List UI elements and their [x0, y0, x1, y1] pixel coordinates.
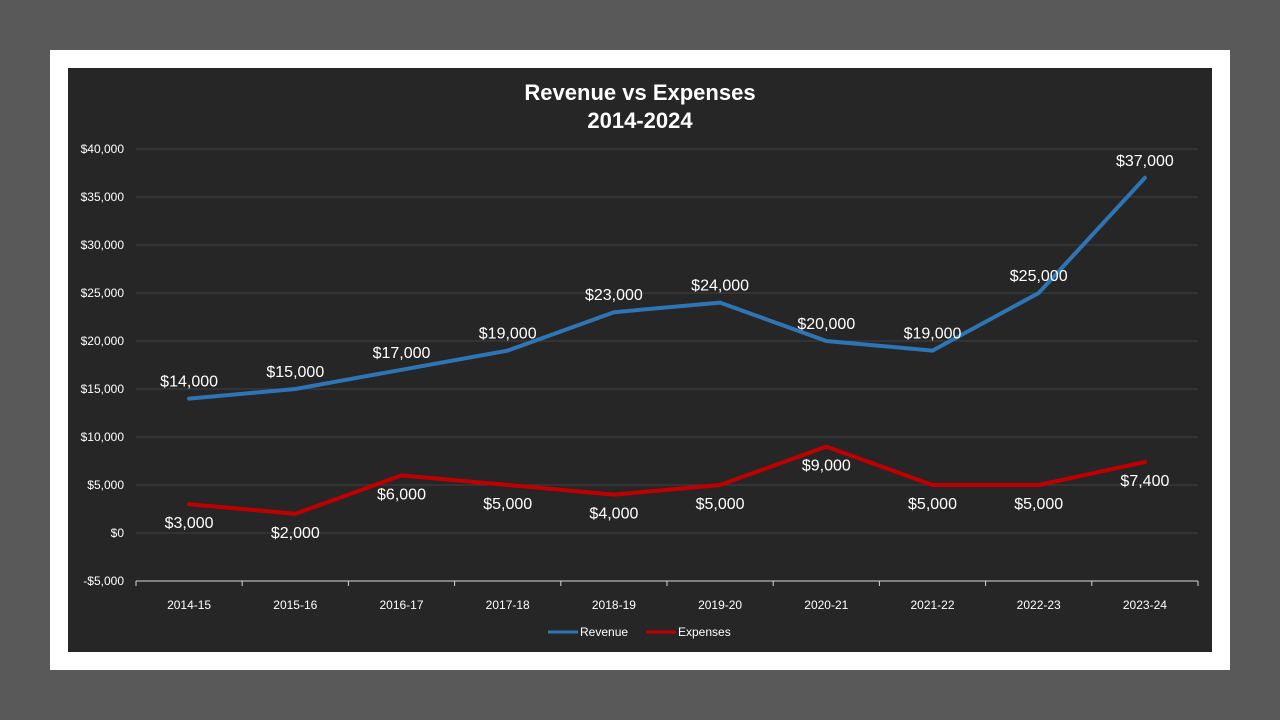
data-label: $17,000 [373, 345, 431, 362]
data-label: $19,000 [479, 326, 537, 343]
y-tick-label: $20,000 [81, 334, 125, 348]
y-tick-label: $10,000 [81, 430, 125, 444]
chart-title-line-1: Revenue vs Expenses [524, 80, 755, 105]
data-label: $7,400 [1120, 473, 1169, 490]
y-tick-label: $15,000 [81, 382, 125, 396]
data-label: $20,000 [797, 316, 855, 333]
x-tick-label: 2022-23 [1017, 598, 1061, 612]
y-axis-ticks: -$5,000 $0 $5,000 $10,000 $15,000 $20,000 $25,… [81, 142, 125, 588]
x-tick-label: 2015-16 [273, 598, 317, 612]
data-label: $2,000 [271, 525, 320, 542]
x-tick-label: 2014-15 [167, 598, 211, 612]
y-tick-label: $35,000 [81, 190, 125, 204]
data-label: $24,000 [691, 278, 749, 295]
data-label: $25,000 [1010, 268, 1068, 285]
series-line-revenue [187, 175, 1147, 401]
x-axis: 2014-15 2015-16 2016-17 2017-18 2018-19 2019-… [135, 580, 1199, 612]
x-tick-label: 2021-22 [910, 598, 954, 612]
legend: Revenue Expenses [548, 625, 731, 639]
x-tick-label: 2017-18 [486, 598, 530, 612]
data-label: $5,000 [1014, 496, 1063, 513]
y-tick-label: $30,000 [81, 238, 125, 252]
data-label: $3,000 [165, 515, 214, 532]
data-labels: $14,000 $15,000 $17,000 $19,000 $23,000 $24,0… [160, 153, 1174, 542]
data-label: $15,000 [266, 364, 324, 381]
x-tick-label: 2020-21 [804, 598, 848, 612]
data-label: $5,000 [696, 496, 745, 513]
y-tick-label: $25,000 [81, 286, 125, 300]
data-label: $6,000 [377, 486, 426, 503]
legend-label: Revenue [580, 625, 628, 639]
data-label: $19,000 [904, 326, 962, 343]
y-tick-label: $0 [111, 526, 125, 540]
series-lines [187, 175, 1147, 516]
gridlines [136, 148, 1198, 534]
chart-area: -$5,000 $0 $5,000 $10,000 $15,000 $20,000 $25,… [68, 68, 1212, 652]
legend-label: Expenses [678, 625, 731, 639]
y-tick-label: -$5,000 [83, 574, 124, 588]
y-tick-label: $5,000 [87, 478, 124, 492]
data-label: $5,000 [483, 496, 532, 513]
x-tick-label: 2018-19 [592, 598, 636, 612]
data-label: $14,000 [160, 374, 218, 391]
x-tick-label: 2016-17 [379, 598, 423, 612]
x-tick-label: 2019-20 [698, 598, 742, 612]
data-label: $37,000 [1116, 153, 1174, 170]
line-chart: -$5,000 $0 $5,000 $10,000 $15,000 $20,000 $25,… [81, 80, 1199, 639]
data-label: $9,000 [802, 458, 851, 475]
x-tick-label: 2023-24 [1123, 598, 1167, 612]
data-label: $4,000 [589, 506, 638, 523]
series-line-expenses [187, 444, 1147, 516]
data-label: $23,000 [585, 287, 643, 304]
y-tick-label: $40,000 [81, 142, 125, 156]
chart-title-line-2: 2014-2024 [587, 108, 693, 133]
data-label: $5,000 [908, 496, 957, 513]
